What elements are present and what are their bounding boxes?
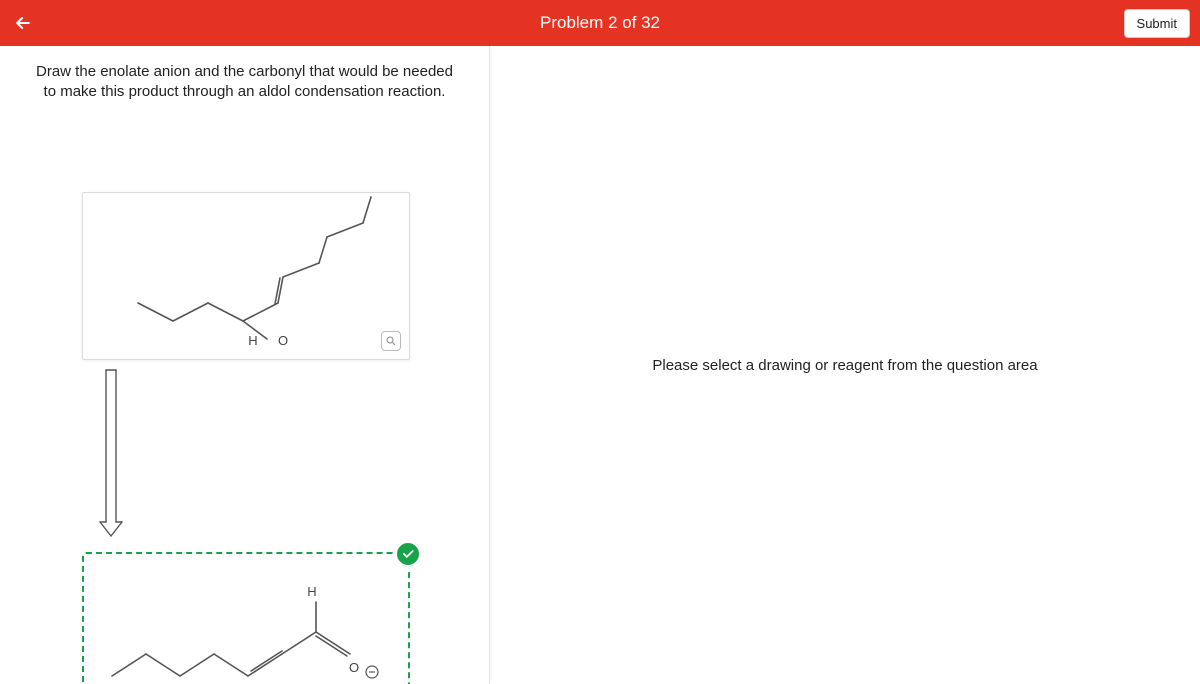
app-header: Problem 2 of 32 Submit [0, 0, 1200, 46]
svg-text:O: O [278, 333, 288, 348]
svg-text:H: H [248, 333, 257, 348]
submit-button[interactable]: Submit [1124, 9, 1190, 38]
back-button[interactable] [10, 10, 36, 36]
correct-badge [394, 540, 422, 568]
drawing-panel: Please select a drawing or reagent from … [490, 46, 1200, 684]
retrosynthesis-arrow [96, 366, 126, 551]
zoom-button[interactable] [381, 331, 401, 351]
answer-molecule: HO [84, 554, 412, 684]
question-prompt: Draw the enolate anion and the carbonyl … [10, 62, 479, 117]
prompt-line-2: to make this product through an aldol co… [44, 83, 446, 100]
prompt-line-1: Draw the enolate anion and the carbonyl … [36, 63, 453, 80]
main-body: Draw the enolate anion and the carbonyl … [0, 46, 1200, 684]
magnify-icon [385, 335, 397, 347]
svg-text:H: H [307, 584, 316, 599]
drawing-placeholder: Please select a drawing or reagent from … [652, 357, 1037, 374]
product-structure-card[interactable]: HO [82, 192, 410, 360]
svg-text:O: O [349, 660, 359, 675]
check-icon [401, 547, 415, 561]
arrow-left-icon [13, 13, 33, 33]
answer-structure-card[interactable]: HO [82, 552, 410, 684]
problem-counter: Problem 2 of 32 [540, 13, 660, 33]
product-molecule: HO [83, 193, 411, 361]
question-panel: Draw the enolate anion and the carbonyl … [0, 46, 490, 684]
